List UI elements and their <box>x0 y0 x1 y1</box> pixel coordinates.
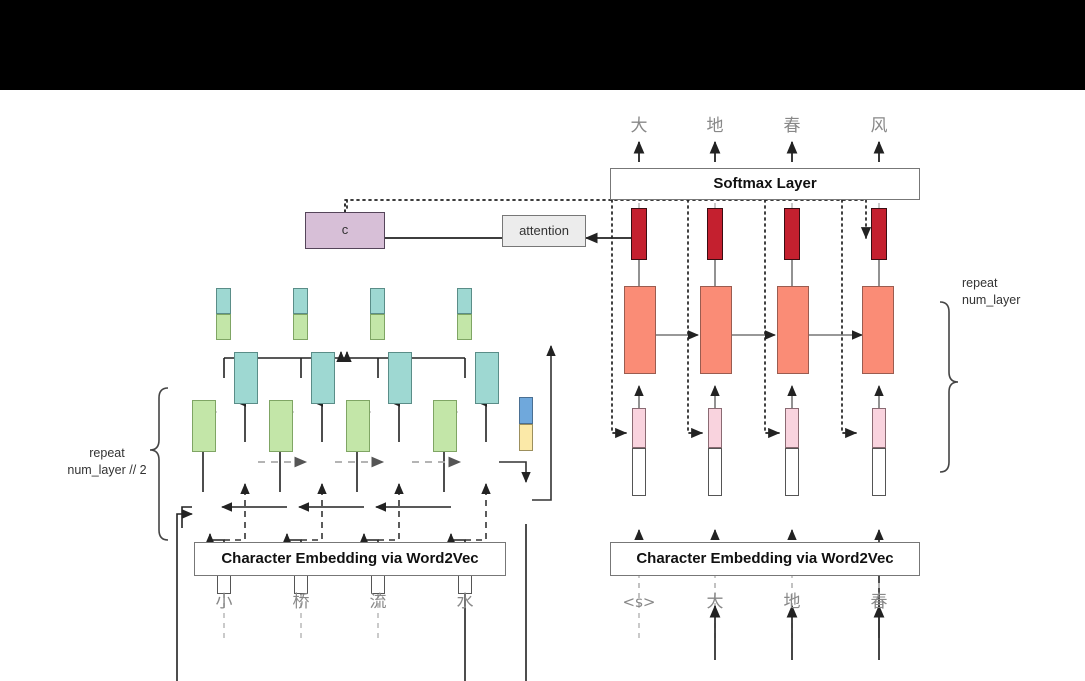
encoder-backward-cell-3 <box>346 400 370 452</box>
encoder-forward-cell-1 <box>234 352 258 404</box>
letterbox-top <box>0 0 1085 90</box>
decoder-output-vector-1 <box>631 208 647 260</box>
encoder-concat-bottom-1 <box>216 314 231 340</box>
decoder-input-cell-3 <box>785 408 799 448</box>
encoder-input-token-1: 小 <box>215 592 233 613</box>
context-vector-box: c <box>305 212 385 249</box>
decoder-hidden-cell-3 <box>777 286 809 374</box>
decoder-output-token-3: 春 <box>783 116 801 137</box>
diagram-canvas: Character Embedding via Word2Vec 小 桥 流 水… <box>0 90 1085 681</box>
decoder-repeat-label-line2: num_layer <box>962 292 1021 307</box>
decoder-output-vector-2 <box>707 208 723 260</box>
encoder-concat-bottom-4 <box>457 314 472 340</box>
encoder-repeat-label: repeat num_layer // 2 <box>52 445 162 479</box>
encoder-repeat-label-line2: num_layer // 2 <box>67 462 147 477</box>
decoder-output-token-4: 风 <box>870 116 888 137</box>
decoder-input-cell-2 <box>708 408 722 448</box>
decoder-hidden-cell-2 <box>700 286 732 374</box>
encoder-concat-bottom-3 <box>370 314 385 340</box>
decoder-repeat-label: repeat num_layer <box>962 275 1072 309</box>
decoder-input-cell-1 <box>632 408 646 448</box>
decoder-input-token-2: 大 <box>706 592 724 613</box>
encoder-forward-cell-4 <box>475 352 499 404</box>
encoder-input-token-4: 水 <box>456 592 474 613</box>
decoder-output-vector-4 <box>871 208 887 260</box>
decoder-output-vector-3 <box>784 208 800 260</box>
encoder-input-token-2: 桥 <box>292 592 310 613</box>
decoder-input-cell-4 <box>872 408 886 448</box>
decoder-input-token-1: <s> <box>622 593 656 612</box>
encoder-backward-cell-4 <box>433 400 457 452</box>
decoder-embedding-layer: Character Embedding via Word2Vec <box>610 542 920 576</box>
decoder-hidden-cell-1 <box>624 286 656 374</box>
softmax-layer-box: Softmax Layer <box>610 168 920 200</box>
encoder-concat-bottom-2 <box>293 314 308 340</box>
encoder-concat-top-1 <box>216 288 231 314</box>
encoder-forward-cell-3 <box>388 352 412 404</box>
decoder-input-token-3: 地 <box>783 592 801 613</box>
decoder-input-token-4: 春 <box>870 592 888 613</box>
encoder-concat-top-4 <box>457 288 472 314</box>
decoder-hidden-cell-4 <box>862 286 894 374</box>
encoder-embedding-layer: Character Embedding via Word2Vec <box>194 542 506 576</box>
encoder-backward-cell-2 <box>269 400 293 452</box>
encoder-final-state-bottom <box>519 424 533 451</box>
decoder-embed-vector-1 <box>632 448 646 496</box>
encoder-concat-top-3 <box>370 288 385 314</box>
decoder-output-token-1: 大 <box>630 116 648 137</box>
decoder-embed-vector-3 <box>785 448 799 496</box>
encoder-forward-cell-2 <box>311 352 335 404</box>
encoder-final-state-top <box>519 397 533 424</box>
encoder-backward-cell-1 <box>192 400 216 452</box>
decoder-embed-vector-2 <box>708 448 722 496</box>
decoder-output-token-2: 地 <box>706 116 724 137</box>
encoder-concat-top-2 <box>293 288 308 314</box>
encoder-repeat-label-line1: repeat <box>89 446 125 460</box>
encoder-input-token-3: 流 <box>369 592 387 613</box>
decoder-repeat-label-line1: repeat <box>962 276 998 290</box>
attention-module-box: attention <box>502 215 586 247</box>
connection-lines <box>149 140 959 681</box>
decoder-embed-vector-4 <box>872 448 886 496</box>
